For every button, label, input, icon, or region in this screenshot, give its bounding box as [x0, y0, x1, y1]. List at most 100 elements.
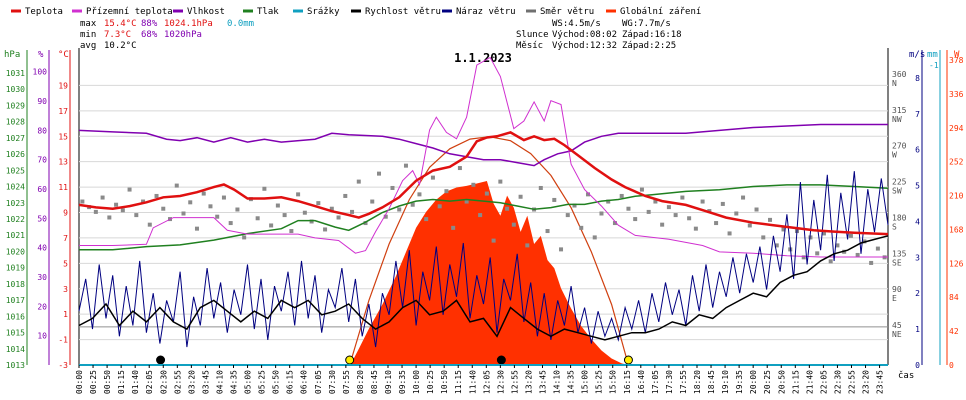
ms-tick-label: 6 — [915, 146, 920, 155]
ms-tick-label: 8 — [915, 74, 920, 83]
x-tick-label: 00:25 — [89, 370, 98, 394]
axis-units: hPa % °C m/s mm W čas — [4, 50, 960, 381]
ms-tick-label: 2 — [915, 289, 920, 298]
mm-unit: mm — [927, 50, 938, 60]
pct-tick-label: 100 — [33, 68, 48, 77]
wind-gust-info: WG:7.7m/s — [622, 19, 671, 29]
legend-label: Náraz větru — [456, 7, 516, 17]
wind-direction-point — [100, 195, 105, 200]
pct-tick-label: 20 — [37, 302, 47, 311]
x-tick-label: 00:00 — [75, 370, 84, 394]
astro-block: WS:4.5m/s WG:7.7m/s Slunce Východ:08:02 … — [516, 19, 682, 51]
x-tick-label: 23:45 — [876, 370, 885, 394]
x-tick-label: 11:40 — [468, 370, 477, 394]
wind-direction-point — [134, 213, 139, 218]
dir-tick-degree: 315 — [892, 106, 907, 115]
x-tick-label: 12:05 — [482, 370, 491, 394]
wind-direction-point — [397, 207, 402, 212]
pct-tick-label: 60 — [37, 185, 47, 194]
stat-max-hum: 88% — [141, 19, 158, 29]
wind-direction-point — [714, 221, 719, 226]
wind-direction-point — [383, 214, 388, 219]
c-tick-label: -3 — [58, 361, 68, 370]
humidity-line — [78, 123, 888, 167]
right-axes: 45NE90E135SE180S225SW270W315NW360N012345… — [892, 56, 964, 370]
hpa-tick-label: 1023 — [6, 199, 25, 208]
wind-direction-point — [181, 211, 186, 216]
wind-direction-point — [188, 200, 193, 205]
pct-unit: % — [38, 50, 44, 60]
dir-tick-label: E — [892, 294, 897, 303]
c-tick-label: -1 — [58, 336, 68, 345]
x-tick-label: 13:45 — [538, 370, 547, 394]
wind-direction-point — [370, 199, 375, 204]
wind-direction-point — [262, 186, 267, 191]
stat-max-label: max — [80, 19, 97, 29]
x-tick-label: 13:20 — [524, 370, 533, 394]
c-tick-label: 1 — [63, 310, 68, 319]
x-tick-label: 18:20 — [693, 370, 702, 394]
c-tick-label: 15 — [58, 132, 68, 141]
wind-direction-point — [518, 194, 523, 199]
x-tick-label: 22:30 — [833, 370, 842, 394]
wind-direction-point — [323, 227, 328, 232]
wind-direction-point — [208, 204, 213, 209]
ground-temp-line — [79, 56, 888, 258]
wind-direction-point — [505, 206, 510, 211]
c-tick-label: 3 — [63, 285, 68, 294]
wind-direction-point — [848, 233, 853, 238]
legend-label: Rychlost větru — [365, 7, 441, 17]
moon-rise: Východ:12:32 — [552, 41, 617, 51]
x-tick-label: 12:55 — [510, 370, 519, 394]
wind-direction-point — [666, 205, 671, 210]
wind-direction-point — [316, 201, 321, 206]
wind-direction-point — [680, 195, 685, 200]
w-tick-label: 42 — [949, 327, 959, 336]
wind-direction-series — [80, 163, 887, 265]
pct-tick-label: 30 — [37, 273, 47, 282]
wind-direction-point — [801, 255, 806, 260]
ms-tick-label: 5 — [915, 182, 920, 191]
w-tick-label: 294 — [949, 124, 964, 133]
wind-direction-point — [464, 199, 469, 204]
hpa-tick-label: 1015 — [6, 329, 25, 338]
dir-tick-degree: 270 — [892, 142, 907, 151]
wind-direction-point — [538, 185, 543, 190]
hpa-tick-label: 1027 — [6, 134, 25, 143]
wind-direction-point — [511, 222, 516, 227]
wind-direction-point — [727, 231, 732, 236]
stats-block: max 15.4°C 88% 1024.1hPa 0.0mm min 7.3°C… — [80, 19, 254, 51]
c-tick-label: 13 — [58, 158, 68, 167]
wind-direction-point — [552, 197, 557, 202]
wind-direction-point — [403, 163, 408, 168]
wind-direction-point — [356, 179, 361, 184]
x-tick-label: 05:50 — [272, 370, 281, 394]
c-tick-label: 7 — [63, 234, 68, 243]
pct-tick-label: 90 — [37, 97, 47, 106]
wind-direction-point — [154, 193, 159, 198]
wind-direction-point — [114, 202, 119, 207]
x-tick-label: 02:30 — [159, 370, 168, 394]
x-tick-label: 10:50 — [440, 370, 449, 394]
dir-tick-label: N — [892, 79, 897, 88]
ms-tick-label: 4 — [915, 217, 920, 226]
hpa-tick-label: 1029 — [6, 101, 25, 110]
wind-direction-point — [228, 221, 233, 226]
legend: Teplota Přízemní teplota Vlhkost Tlak Srážky… — [11, 7, 701, 17]
wind-direction-point — [626, 206, 631, 211]
stat-avg-temp: 10.2°C — [104, 41, 137, 51]
wind-direction-point — [80, 199, 85, 204]
wind-direction-point — [606, 199, 611, 204]
x-tick-label: 03:45 — [201, 370, 210, 394]
w-tick-label: 168 — [949, 225, 964, 234]
wind-direction-point — [808, 235, 813, 240]
wind-direction-point — [424, 217, 429, 222]
wind-direction-point — [221, 195, 226, 200]
x-tick-label: 14:35 — [567, 370, 576, 394]
x-tick-label: 23:20 — [862, 370, 871, 394]
dir-tick-label: NE — [892, 330, 902, 339]
wind-gust-line — [78, 171, 889, 348]
wind-direction-point — [599, 211, 604, 216]
wind-direction-point — [612, 221, 617, 226]
